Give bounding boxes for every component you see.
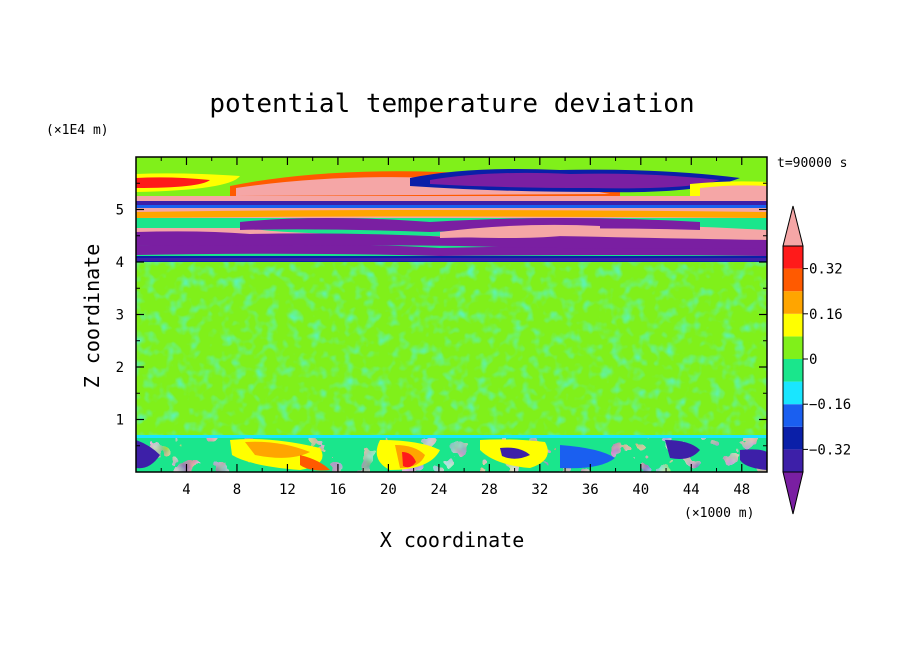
- inversion-line: [136, 435, 767, 438]
- x-tick-label: 40: [632, 482, 649, 498]
- mottle-mid: [136, 262, 767, 437]
- colorbar-box: [783, 313, 803, 337]
- x-axis: 4 8 12 16 20 24 28 32 36 40 44 48: [160, 157, 750, 498]
- contour-field: [136, 157, 767, 472]
- colorbar-box: [783, 381, 803, 405]
- x-tick-label: 48: [733, 482, 750, 498]
- colorbar-box: [783, 291, 803, 314]
- band-warm-layer: [136, 196, 767, 218]
- colorbar-box: [783, 268, 803, 292]
- y-tick-label: 3: [116, 308, 124, 324]
- x-tick-label: 28: [481, 482, 498, 498]
- x-tick-label: 24: [430, 482, 447, 498]
- colorbar-label: 0.32: [809, 262, 843, 278]
- colorbar-label: 0: [809, 352, 817, 368]
- y-axis: 1 2 3 4 5: [116, 182, 767, 447]
- y-unit-label: (×1E4 m): [46, 123, 109, 138]
- time-label: t=90000 s: [777, 156, 847, 171]
- y-tick-label: 2: [116, 360, 124, 376]
- colorbar-box: [783, 404, 803, 427]
- band-upper: [136, 157, 767, 196]
- colorbar-box: [783, 449, 803, 472]
- x-tick-label: 12: [279, 482, 296, 498]
- colorbar-box: [783, 359, 803, 382]
- y-tick-label: 4: [116, 255, 124, 271]
- colorbar-max-extend: [782, 205, 804, 247]
- x-tick-label: 4: [182, 482, 190, 498]
- colorbar-label: −0.16: [809, 397, 851, 413]
- chart-title: potential temperature deviation: [209, 89, 694, 119]
- x-tick-label: 8: [233, 482, 241, 498]
- y-tick-label: 1: [116, 413, 124, 429]
- band-boundary-layer: [136, 437, 767, 472]
- x-tick-label: 44: [683, 482, 700, 498]
- colorbar-box: [783, 336, 803, 359]
- x-tick-label: 16: [329, 482, 346, 498]
- y-tick-label: 5: [116, 203, 124, 219]
- band-lower-stratiform: [136, 218, 767, 262]
- colorbar-box: [783, 246, 803, 269]
- x-tick-label: 36: [582, 482, 599, 498]
- colorbar-label: −0.32: [809, 442, 851, 458]
- y-axis-label: Z coordinate: [80, 244, 104, 389]
- x-axis-label: X coordinate: [380, 528, 525, 552]
- x-tick-label: 32: [531, 482, 548, 498]
- colorbar-label: 0.16: [809, 307, 843, 323]
- colorbar: 0.32 0.16 0 −0.16 −0.32: [782, 205, 851, 515]
- x-tick-label: 20: [380, 482, 397, 498]
- x-unit-label: (×1000 m): [684, 506, 754, 521]
- colorbar-box: [783, 426, 803, 450]
- colorbar-min-extend: [782, 471, 804, 515]
